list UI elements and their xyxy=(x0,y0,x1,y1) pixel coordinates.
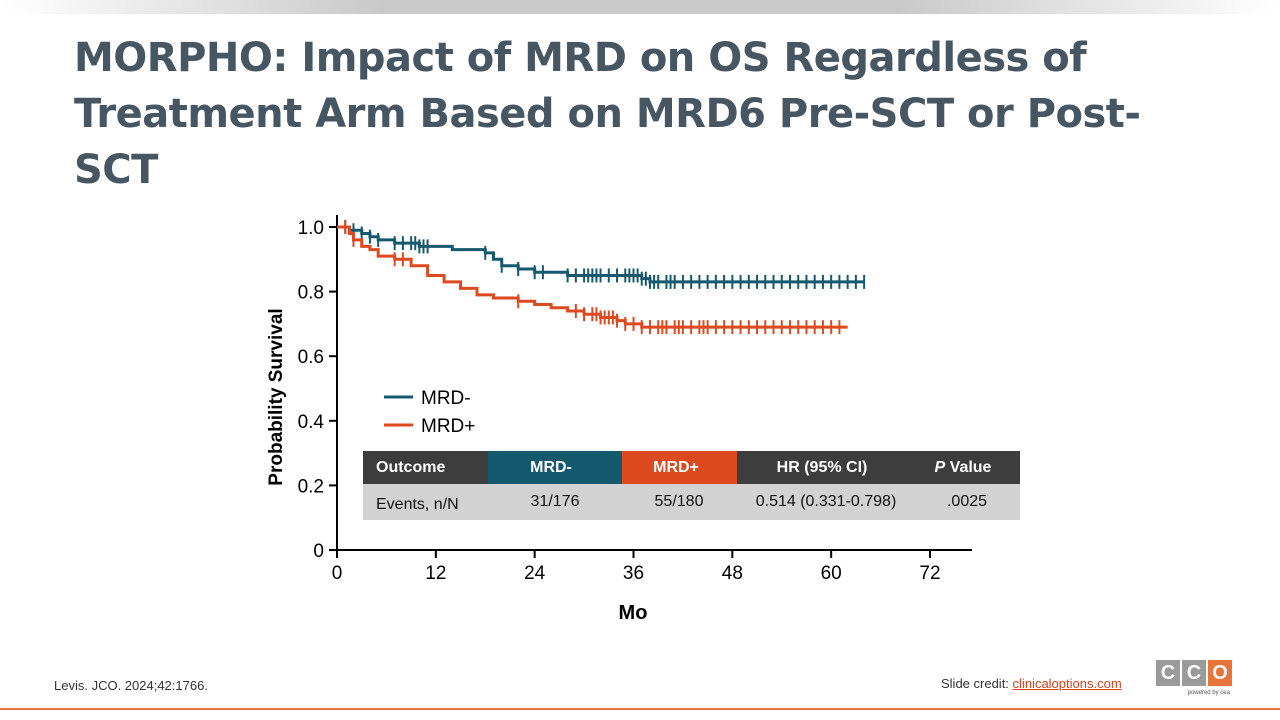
logo-letter-c2: C xyxy=(1182,660,1206,686)
y-tick-label: 0.8 xyxy=(298,283,324,304)
table-cell-label: Events, n/N xyxy=(376,496,459,513)
logo-letter-c1: C xyxy=(1156,660,1180,686)
table-header-mrd-neg: MRD- xyxy=(530,459,572,476)
legend-label: MRD- xyxy=(421,388,471,409)
table-header-cell xyxy=(488,451,622,484)
table-header-p: P xyxy=(935,459,946,476)
y-tick-label: 0.4 xyxy=(298,412,325,433)
title-line-1: MORPHO: Impact of MRD on OS Regardless o… xyxy=(74,35,1087,81)
table-header-value: Value xyxy=(945,459,991,476)
bottom-accent-line xyxy=(0,708,1280,710)
y-tick-label: 0.2 xyxy=(298,476,324,497)
y-tick-label: 1.0 xyxy=(298,218,324,239)
stats-table: Outcome MRD- MRD+ HR (95% CI) P Value Events,… xyxy=(363,451,1020,520)
chart-axes: 0 0.2 0.4 0.6 0.8 1.0 0 12 24 36 48 60 72 Mo Probabili… xyxy=(266,215,972,624)
table-header-cell xyxy=(737,451,907,484)
legend-label: MRD+ xyxy=(421,416,475,437)
x-tick-label: 72 xyxy=(919,563,940,584)
top-gradient-bar xyxy=(0,0,1280,14)
x-tick-label: 24 xyxy=(524,563,546,584)
y-tick-label: 0 xyxy=(313,541,324,562)
table-header-pvalue: P Value xyxy=(935,459,992,476)
x-tick-label: 60 xyxy=(821,563,842,584)
credit-link[interactable]: clinicaloptions.com xyxy=(1012,676,1122,691)
chart-legend: MRD- MRD+ xyxy=(384,388,475,437)
x-tick-label: 48 xyxy=(722,563,743,584)
x-tick-label: 0 xyxy=(332,563,343,584)
table-cell-hr: 0.514 (0.331-0.798) xyxy=(756,493,897,510)
y-tick-label: 0.6 xyxy=(298,347,324,368)
table-cell-mrd-neg: 31/176 xyxy=(531,493,580,510)
table-header-outcome: Outcome xyxy=(376,459,445,476)
credit-label: Slide credit: xyxy=(941,676,1013,691)
table-header-cell xyxy=(622,451,737,484)
slide-credit: Slide credit: clinicaloptions.com xyxy=(941,676,1122,691)
title-line-2: Treatment Arm Based on MRD6 Pre-SCT or P… xyxy=(74,91,1141,193)
chart-series xyxy=(337,220,866,335)
table-cell-pvalue: .0025 xyxy=(947,493,987,510)
table-header-cell xyxy=(363,451,488,484)
table-header-mrd-pos: MRD+ xyxy=(653,459,699,476)
slide-title: MORPHO: Impact of MRD on OS Regardless o… xyxy=(74,30,1224,198)
logo-subtext: powered by cea xyxy=(1187,690,1230,696)
table-header-cell xyxy=(907,451,1020,484)
logo-letter-o: O xyxy=(1208,660,1232,686)
citation: Levis. JCO. 2024;42:1766. xyxy=(54,678,208,693)
table-cell-mrd-pos: 55/180 xyxy=(655,493,704,510)
y-axis-label: Probability Survival xyxy=(266,308,287,485)
x-tick-label: 12 xyxy=(425,563,446,584)
cco-logo: C C O powered by cea xyxy=(1156,660,1234,706)
table-header-hr: HR (95% CI) xyxy=(777,459,868,476)
table-row xyxy=(363,484,1020,520)
x-axis-label: Mo xyxy=(619,602,648,624)
x-tick-label: 36 xyxy=(623,563,644,584)
